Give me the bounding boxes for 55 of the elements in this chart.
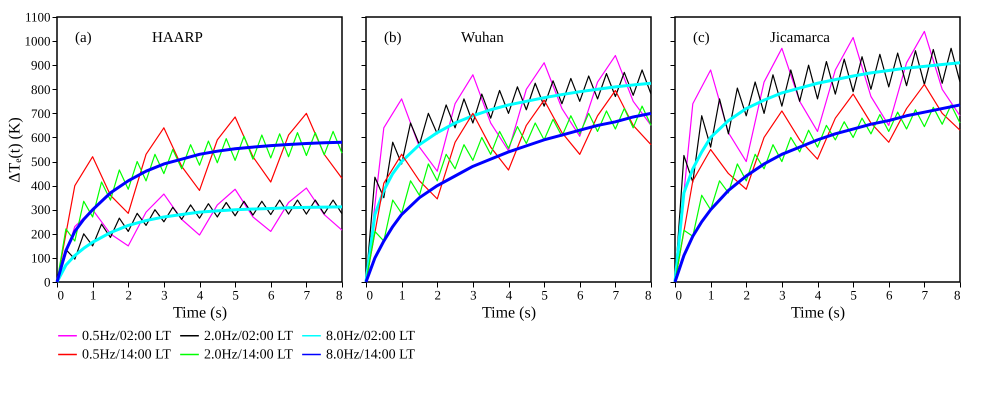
y-tick-label: 0 bbox=[44, 274, 50, 290]
x-tick-label: 3 bbox=[470, 288, 477, 302]
x-tick-label: 0 bbox=[366, 288, 373, 302]
x-tick-label: 6 bbox=[886, 288, 893, 302]
x-tick-label: 6 bbox=[577, 288, 584, 302]
annotation: HAARP bbox=[152, 30, 203, 46]
x-tick-label: 8 bbox=[645, 288, 652, 302]
y-axis-title: ΔTₑ(t) (K) bbox=[6, 117, 24, 183]
x-tick-label: 1 bbox=[398, 288, 406, 302]
legend-label: 0.5Hz/02:00 LT bbox=[82, 328, 172, 344]
y-tick-label: 500 bbox=[31, 154, 50, 170]
x-tick-label: 8 bbox=[336, 288, 342, 302]
y-tick-label: 400 bbox=[31, 178, 50, 194]
x-tick-label: 5 bbox=[232, 288, 239, 302]
annotation: Jicamarca bbox=[770, 30, 830, 46]
y-tick-label: 900 bbox=[31, 58, 50, 73]
x-tick-label: 2 bbox=[434, 288, 441, 302]
x-tick-label: 0 bbox=[676, 288, 682, 302]
legend-label: 8.0Hz/14:00 LT bbox=[326, 348, 416, 362]
x-tick-label: 1 bbox=[90, 288, 96, 302]
annotation: (b) bbox=[384, 30, 402, 46]
annotation: Wuhan bbox=[461, 30, 504, 46]
x-tick-label: 0 bbox=[58, 288, 64, 302]
annotation: (c) bbox=[693, 30, 710, 46]
legend-label: 8.0Hz/02:00 LT bbox=[326, 328, 416, 344]
x-tick-label: 1 bbox=[708, 288, 714, 302]
y-tick-label: 100 bbox=[31, 250, 50, 266]
y-tick-label: 700 bbox=[31, 106, 50, 121]
y-tick-label: 600 bbox=[31, 130, 50, 145]
annotation: (a) bbox=[75, 30, 92, 46]
x-tick-label: 5 bbox=[850, 288, 857, 302]
x-tick-label: 6 bbox=[268, 288, 275, 302]
y-tick-label: 1000 bbox=[24, 34, 50, 49]
x-axis-title: Time (s) bbox=[790, 304, 846, 322]
legend-label: 2.0Hz/14:00 LT bbox=[204, 348, 294, 362]
x-tick-label: 5 bbox=[541, 288, 548, 302]
x-axis-title: Time (s) bbox=[482, 304, 536, 322]
x-tick-label: 4 bbox=[814, 288, 822, 302]
legend-label: 0.5Hz/14:00 LT bbox=[82, 348, 172, 362]
x-tick-label: 3 bbox=[161, 288, 168, 302]
x-tick-label: 4 bbox=[196, 288, 204, 302]
x-tick-label: 2 bbox=[744, 288, 750, 302]
y-tick-label: 200 bbox=[31, 226, 50, 242]
x-axis-title: Time (s) bbox=[172, 304, 228, 322]
legend-label: 2.0Hz/02:00 LT bbox=[204, 328, 294, 344]
x-tick-label: 7 bbox=[922, 288, 929, 302]
x-tick-label: 8 bbox=[954, 288, 960, 302]
x-tick-label: 7 bbox=[612, 288, 620, 302]
x-tick-label: 2 bbox=[126, 288, 132, 302]
y-tick-label: 800 bbox=[31, 82, 50, 97]
x-tick-label: 4 bbox=[506, 288, 513, 302]
x-tick-label: 7 bbox=[304, 288, 311, 302]
y-tick-label: 300 bbox=[31, 202, 50, 218]
y-tick-label: 1100 bbox=[24, 10, 50, 24]
x-tick-label: 3 bbox=[779, 288, 786, 302]
